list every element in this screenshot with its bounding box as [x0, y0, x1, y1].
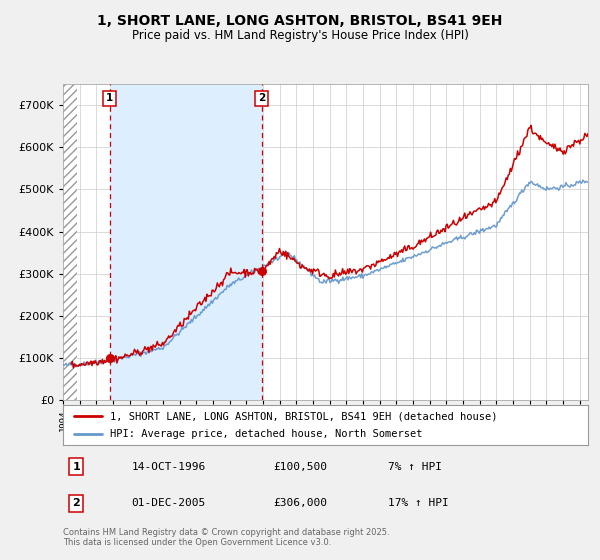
- Text: 7% ↑ HPI: 7% ↑ HPI: [389, 462, 443, 472]
- Text: 1: 1: [72, 462, 80, 472]
- Text: HPI: Average price, detached house, North Somerset: HPI: Average price, detached house, Nort…: [110, 429, 423, 439]
- Bar: [110, 84, 262, 400]
- Text: Price paid vs. HM Land Registry's House Price Index (HPI): Price paid vs. HM Land Registry's House …: [131, 29, 469, 42]
- Text: 1: 1: [106, 93, 113, 103]
- Text: Contains HM Land Registry data © Crown copyright and database right 2025.
This d: Contains HM Land Registry data © Crown c…: [63, 528, 389, 548]
- Text: 01-DEC-2005: 01-DEC-2005: [131, 498, 205, 508]
- Text: £100,500: £100,500: [273, 462, 327, 472]
- Text: 2: 2: [258, 93, 265, 103]
- Text: 1, SHORT LANE, LONG ASHTON, BRISTOL, BS41 9EH: 1, SHORT LANE, LONG ASHTON, BRISTOL, BS4…: [97, 14, 503, 28]
- Text: 1, SHORT LANE, LONG ASHTON, BRISTOL, BS41 9EH (detached house): 1, SHORT LANE, LONG ASHTON, BRISTOL, BS4…: [110, 411, 498, 421]
- Text: 14-OCT-1996: 14-OCT-1996: [131, 462, 205, 472]
- Text: 17% ↑ HPI: 17% ↑ HPI: [389, 498, 449, 508]
- Bar: [63, 84, 77, 400]
- Text: 2: 2: [72, 498, 80, 508]
- Text: £306,000: £306,000: [273, 498, 327, 508]
